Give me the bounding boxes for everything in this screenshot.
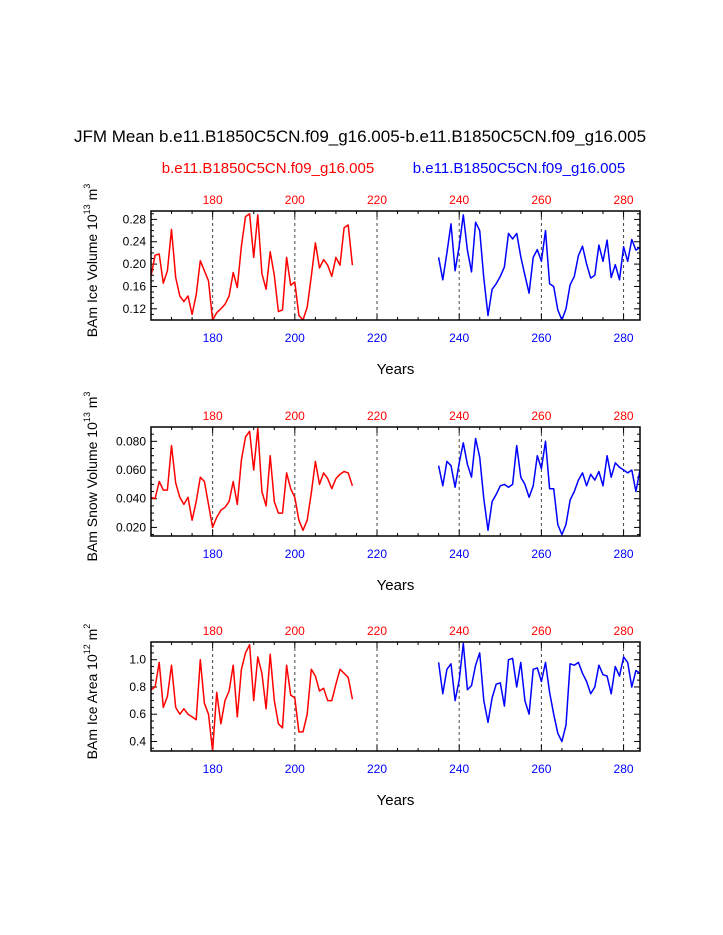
y-axis-label: BAm Ice Volume 1013 m3 (82, 184, 100, 338)
series-line-case1 (151, 643, 354, 751)
series-line-case2 (437, 214, 640, 320)
y-axis-label-unit-exp: 2 (82, 624, 92, 629)
y-axis-label-text: BAm Ice Volume 10 (84, 214, 100, 337)
y-axis-label-unit: m (84, 629, 100, 645)
x-tick-label-top: 180 (203, 409, 223, 423)
y-axis-label-text: BAm Ice Area 10 (84, 654, 100, 759)
x-tick-label-bottom: 200 (285, 547, 305, 561)
plot-frame (150, 641, 641, 752)
y-tick-label: 0.8 (129, 680, 146, 694)
y-tick-label: 0.24 (123, 235, 147, 249)
y-axis-label-exp: 13 (82, 412, 92, 422)
x-tick-label-top: 280 (614, 409, 634, 423)
x-tick-label-top: 260 (531, 193, 551, 207)
series-line-case2 (437, 642, 640, 743)
y-tick-label: 0.6 (129, 707, 146, 721)
x-tick-label-top: 280 (614, 193, 634, 207)
y-axis-label-unit-exp: 3 (82, 184, 92, 189)
x-tick-label-top: 220 (367, 624, 387, 638)
y-axis-label-unit: m (84, 189, 100, 205)
y-tick-label: 0.040 (116, 492, 146, 506)
series-line-case1 (151, 213, 354, 320)
series-line-case2 (437, 437, 640, 536)
x-tick-label-bottom: 240 (449, 331, 469, 345)
y-tick-label: 1.0 (129, 653, 146, 667)
x-tick-label-bottom: 260 (531, 331, 551, 345)
x-tick-label-top: 200 (285, 409, 305, 423)
x-tick-label-bottom: 280 (614, 762, 634, 776)
x-tick-label-bottom: 240 (449, 547, 469, 561)
x-tick-label-bottom: 180 (203, 762, 223, 776)
y-tick-label: 0.28 (123, 212, 147, 226)
figure-title: JFM Mean b.e11.B1850C5CN.f09_g16.005-b.e… (74, 127, 646, 146)
x-axis-label: Years (377, 577, 415, 594)
x-tick-label-top: 200 (285, 193, 305, 207)
y-axis-label-unit-exp: 3 (82, 392, 92, 397)
plot-frame (150, 210, 641, 321)
series-line-case1 (151, 427, 354, 532)
panels-group: 0.12 0.16 0.20 0.24 0.28 180 180 200 200 220 220 24… (82, 184, 641, 809)
y-tick-label: 0.4 (129, 734, 146, 748)
panel-3: 0.4 0.6 0.8 1.0 180 180 200 200 220 220 240 240 260 2… (82, 624, 641, 809)
y-axis-label-exp: 13 (82, 204, 92, 214)
x-axis-label: Years (377, 792, 415, 809)
x-tick-label-top: 260 (531, 409, 551, 423)
legend-case1-label: b.e11.B1850C5CN.f09_g16.005 (162, 160, 374, 177)
x-tick-label-top: 200 (285, 624, 305, 638)
panel-1: 0.12 0.16 0.20 0.24 0.28 180 180 200 200 220 220 24… (82, 184, 641, 378)
x-tick-label-top: 180 (203, 624, 223, 638)
x-tick-label-bottom: 200 (285, 762, 305, 776)
x-tick-label-top: 240 (449, 624, 469, 638)
x-tick-label-bottom: 200 (285, 331, 305, 345)
x-tick-label-top: 260 (531, 624, 551, 638)
y-axis-label: BAm Ice Area 1012 m2 (82, 624, 100, 760)
x-tick-label-top: 280 (614, 624, 634, 638)
y-tick-label: 0.020 (116, 520, 146, 534)
x-tick-label-bottom: 280 (614, 547, 634, 561)
x-tick-label-bottom: 180 (203, 547, 223, 561)
x-tick-label-bottom: 240 (449, 762, 469, 776)
x-tick-label-bottom: 180 (203, 331, 223, 345)
y-tick-label: 0.20 (123, 257, 147, 271)
x-tick-label-top: 180 (203, 193, 223, 207)
x-tick-label-bottom: 280 (614, 331, 634, 345)
y-axis-label-text: BAm Snow Volume 10 (84, 422, 100, 562)
x-tick-label-top: 240 (449, 409, 469, 423)
x-axis-label: Years (377, 361, 415, 378)
x-tick-label-top: 220 (367, 409, 387, 423)
x-tick-label-bottom: 260 (531, 547, 551, 561)
y-axis-label-unit: m (84, 397, 100, 413)
x-tick-label-bottom: 220 (367, 331, 387, 345)
x-tick-label-top: 240 (449, 193, 469, 207)
y-tick-label: 0.16 (123, 279, 147, 293)
y-axis-label: BAm Snow Volume 1013 m3 (82, 392, 100, 562)
plot-frame (150, 426, 641, 537)
y-tick-label: 0.12 (123, 302, 147, 316)
y-axis-label-exp: 12 (82, 644, 92, 654)
x-tick-label-bottom: 220 (367, 547, 387, 561)
x-tick-label-bottom: 260 (531, 762, 551, 776)
legend-case2-label: b.e11.B1850C5CN.f09_g16.005 (413, 160, 625, 177)
x-tick-label-bottom: 220 (367, 762, 387, 776)
y-tick-label: 0.060 (116, 463, 146, 477)
x-tick-label-top: 220 (367, 193, 387, 207)
y-tick-label: 0.080 (116, 434, 146, 448)
panel-2: 0.020 0.040 0.060 0.080 180 180 200 200 220 220 24… (82, 392, 641, 594)
